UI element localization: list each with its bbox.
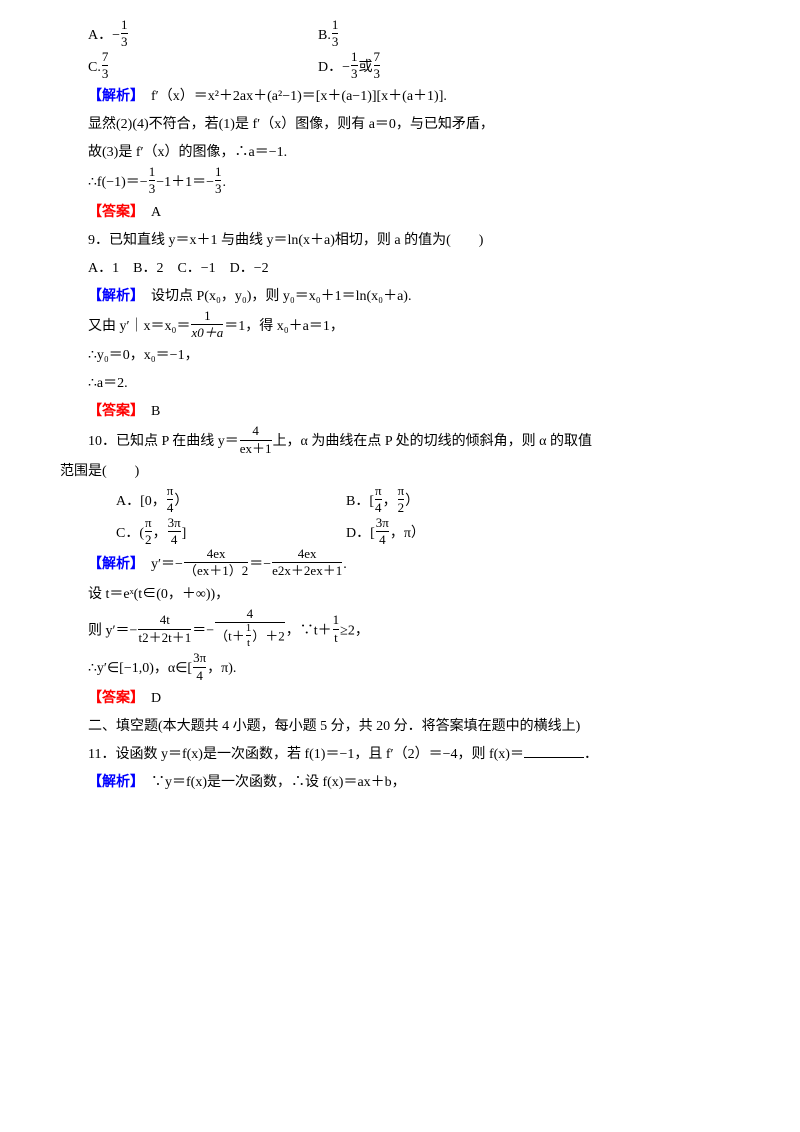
q10-options-row1: A．[0，π4） B．[π4，π2）	[60, 486, 740, 518]
q8-options-row2: C.73 D．−13或73	[60, 52, 740, 84]
optB-prefix: B.	[318, 28, 331, 43]
fill-blank[interactable]	[524, 744, 584, 758]
q9-answer: 【答案】 B	[60, 398, 740, 426]
q8-optB: B.13	[318, 20, 339, 52]
q8-analysis-1: 【解析】 f′（x）＝x²＋2ax＋(a²−1)＝[x＋(a−1)][x＋(a＋…	[60, 83, 740, 111]
q9-analysis-1: 【解析】 设切点 P(x₀，y₀)，则 y₀＝x₀＋1＝ln(x₀＋a).	[60, 283, 740, 311]
q10-optA: A．[0，π4）	[116, 486, 346, 518]
q10-optD: D．[3π4，π）	[346, 518, 425, 550]
q11-stem: 11．设函数 y＝f(x)是一次函数，若 f(1)＝−1，且 f′（2）＝−4，…	[60, 741, 740, 769]
q10-analysis-4: ∴y′∈[−1,0)，α∈[3π4，π).	[60, 653, 740, 685]
q10-options-row2: C．(π2，3π4] D．[3π4，π）	[60, 518, 740, 550]
q9-analysis-4: ∴a＝2.	[60, 370, 740, 398]
section2-title: 二、填空题(本大题共 4 小题，每小题 5 分，共 20 分．将答案填在题中的横…	[60, 713, 740, 741]
q11-analysis-1: 【解析】 ∵y＝f(x)是一次函数，∴设 f(x)＝ax＋b，	[60, 769, 740, 797]
answer-label: 【答案】	[88, 691, 137, 706]
q8-optD: D．−13或73	[318, 52, 381, 84]
analysis-label: 【解析】	[88, 557, 137, 572]
q8-optC: C.73	[88, 52, 318, 84]
q10-analysis-1: 【解析】 y′＝−4ex（ex＋1）2＝−4exe2x＋2ex＋1.	[60, 549, 740, 581]
q10-answer: 【答案】 D	[60, 685, 740, 713]
q8-analysis-2: 显然(2)(4)不符合，若(1)是 f′（x）图像，则有 a＝0，与已知矛盾，	[60, 111, 740, 139]
q10-analysis-3: 则 y′＝−4tt2＋2t＋1＝−4（t＋1t）＋2，∵t＋1t≥2，	[60, 609, 740, 653]
q8-options-row1: A．−13 B.13	[60, 20, 740, 52]
q8-analysis-3: 故(3)是 f′（x）的图像，∴a＝−1.	[60, 139, 740, 167]
q8-answer: 【答案】 A	[60, 199, 740, 227]
analysis-label: 【解析】	[88, 289, 137, 304]
q10-optB: B．[π4，π2）	[346, 486, 419, 518]
analysis-label: 【解析】	[88, 89, 137, 104]
q9-options: A．1 B．2 C．−1 D．−2	[60, 255, 740, 283]
q9-analysis-2: 又由 y′｜x＝x₀＝1x0＋a＝1，得 x₀＋a＝1，	[60, 311, 740, 343]
q8-analysis-4: ∴f(−1)＝−13−1＋1＝−13.	[60, 167, 740, 199]
q10-stem-2: 范围是( )	[60, 458, 740, 486]
q8-optA: A．−13	[88, 20, 318, 52]
q10-analysis-2: 设 t＝eˣ(t∈(0，＋∞))，	[60, 581, 740, 609]
q9-analysis-3: ∴y₀＝0，x₀＝−1，	[60, 342, 740, 370]
optD-prefix: D．−	[318, 60, 350, 75]
analysis-label: 【解析】	[88, 775, 137, 790]
answer-label: 【答案】	[88, 404, 137, 419]
optA-prefix: A．−	[88, 28, 120, 43]
q9-stem: 9．已知直线 y＝x＋1 与曲线 y＝ln(x＋a)相切，则 a 的值为( )	[60, 227, 740, 255]
answer-label: 【答案】	[88, 205, 137, 220]
q10-stem: 10．已知点 P 在曲线 y＝4ex＋1上，α 为曲线在点 P 处的切线的倾斜角…	[60, 426, 740, 458]
optC-prefix: C.	[88, 60, 101, 75]
q10-optC: C．(π2，3π4]	[116, 518, 346, 550]
